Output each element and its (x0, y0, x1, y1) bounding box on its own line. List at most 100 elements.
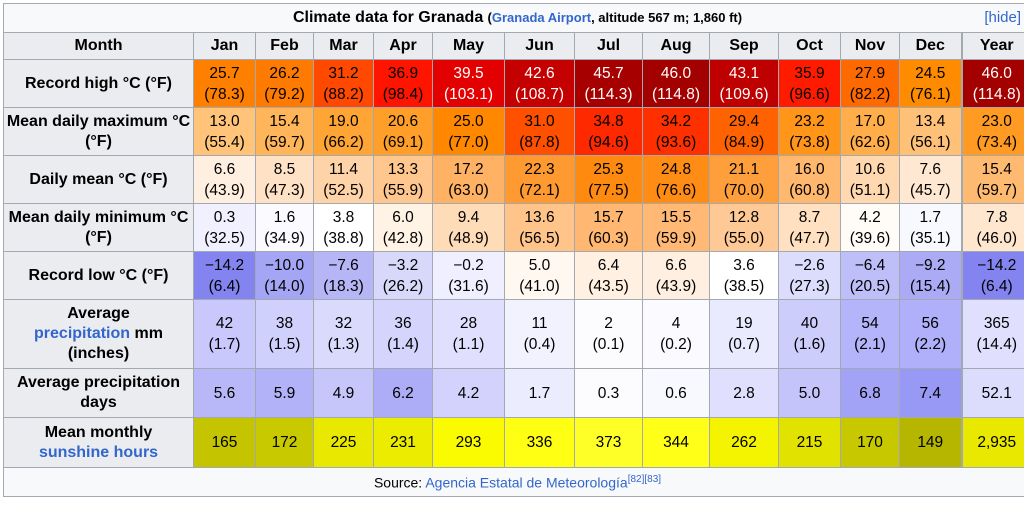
cell-secondary-value: (76.6) (655, 181, 697, 199)
cell-value: 46.0 (660, 64, 692, 82)
cell-secondary-value: (2.2) (914, 336, 947, 353)
cell-value: 17.2 (453, 160, 484, 178)
cell-secondary-value: (59.7) (264, 133, 305, 151)
data-cell: 225 (313, 417, 374, 468)
cell-value: 1.7 (919, 208, 942, 226)
cell-value: −9.2 (914, 256, 946, 274)
cell-secondary-value: (48.9) (448, 229, 489, 247)
data-cell: 26.2 (79.2) (255, 59, 314, 108)
data-cell: 28 (1.1) (432, 299, 505, 369)
cell-value: 0.3 (213, 208, 236, 226)
table-row: Record low °C (°F) −14.2 (6.4) −10.0 (14.0) −… (3, 251, 1024, 300)
data-cell: 40 (1.6) (778, 299, 841, 369)
cell-value: 5.6 (213, 384, 236, 402)
cell-value: 344 (663, 434, 689, 451)
cell-secondary-value: (0.2) (660, 336, 692, 353)
aemet-source-link[interactable]: Agencia Estatal de Meteorología (425, 474, 628, 491)
data-cell: 4 (0.2) (642, 299, 710, 369)
data-cell: 0.3 (32.5) (193, 203, 256, 252)
row-header-label: Mean daily maximum °C (°F) (6, 112, 191, 150)
cell-secondary-value: (1.6) (793, 336, 826, 353)
data-cell: 38 (1.5) (255, 299, 314, 369)
cell-value: 25.7 (209, 64, 240, 82)
reference-links[interactable]: [82][83] (627, 473, 662, 485)
cell-value: 29.4 (728, 112, 760, 130)
month-header-jun: Jun (504, 32, 575, 60)
cell-value: 4.2 (859, 208, 881, 226)
data-cell: 45.7 (114.3) (574, 59, 643, 108)
cell-secondary-value: (72.1) (519, 181, 560, 199)
data-cell: 2 (0.1) (574, 299, 643, 369)
data-cell: 24.5 (76.1) (899, 59, 962, 108)
data-cell: 0.6 (642, 368, 710, 418)
cell-secondary-value: (77.0) (448, 133, 489, 151)
data-cell: 20.6 (69.1) (373, 107, 433, 156)
cell-value: 28 (459, 315, 478, 332)
cell-secondary-value: (18.3) (323, 277, 364, 295)
data-cell: 11 (0.4) (504, 299, 575, 369)
cell-value: −14.2 (977, 256, 1017, 274)
data-cell: 52.1 (960, 368, 1024, 418)
cell-secondary-value: (32.5) (204, 229, 245, 247)
month-header-dec: Dec (899, 32, 962, 60)
hide-toggle-link[interactable]: [hide] (984, 9, 1022, 26)
cell-value: 56 (921, 315, 939, 332)
cell-secondary-value: (60.3) (588, 229, 629, 247)
cell-value: 4.9 (332, 384, 355, 402)
row-header-label: Record low °C (°F) (28, 266, 169, 284)
data-cell: 6.2 (373, 368, 433, 418)
cell-value: 8.5 (273, 160, 296, 178)
cell-secondary-value: (84.9) (723, 133, 765, 151)
cell-secondary-value: (6.4) (208, 277, 241, 295)
table-row: Average precipitation days 5.6 5.9 4.9 6.2 4.… (3, 368, 1024, 418)
data-cell: 1.6 (34.9) (255, 203, 314, 252)
month-header-year: Year (960, 32, 1024, 60)
data-cell: 46.0 (114.8) (960, 59, 1024, 108)
cell-value: 11.4 (328, 160, 359, 178)
cell-value: 36.9 (387, 64, 419, 82)
cell-value: 35.9 (794, 64, 825, 82)
cell-secondary-value: (1.3) (327, 336, 360, 353)
granada-airport-link[interactable]: Granada Airport (491, 10, 592, 25)
cell-value: 52.1 (981, 384, 1012, 402)
data-cell: 23.0 (73.4) (960, 107, 1024, 156)
row-header-unit: mm (inches) (67, 325, 163, 362)
cell-value: 149 (917, 434, 944, 451)
data-cell: 46.0 (114.8) (642, 59, 710, 108)
cell-secondary-value: (47.3) (264, 181, 305, 199)
cell-value: 36 (394, 315, 412, 332)
data-cell: 13.4 (56.1) (899, 107, 962, 156)
cell-value: 40 (800, 315, 819, 332)
cell-value: 34.8 (593, 112, 624, 130)
cell-value: 293 (455, 434, 482, 451)
month-header-apr: Apr (373, 32, 433, 60)
data-cell: −7.6 (18.3) (313, 251, 374, 300)
cell-secondary-value: (79.2) (264, 85, 305, 103)
cell-secondary-value: (27.3) (789, 277, 830, 295)
cell-secondary-value: (1.7) (208, 336, 241, 353)
table-row: Mean daily minimum °C (°F) 0.3 (32.5) 1.6 (3… (3, 203, 1024, 252)
data-cell: 34.8 (94.6) (574, 107, 643, 156)
row-header-link[interactable]: sunshine hours (38, 443, 159, 461)
cell-secondary-value: (55.4) (204, 133, 245, 151)
cell-secondary-value: (52.5) (323, 181, 364, 199)
data-cell: 13.6 (56.5) (504, 203, 575, 252)
cell-secondary-value: (43.5) (588, 277, 629, 295)
data-cell: 17.0 (62.6) (840, 107, 900, 156)
cell-secondary-value: (47.7) (789, 229, 830, 247)
data-cell: 34.2 (93.6) (642, 107, 710, 156)
data-cell: 3.8 (38.8) (313, 203, 374, 252)
source-prefix: Source: (373, 474, 426, 491)
cell-value: 8.7 (798, 208, 821, 226)
row-header-link[interactable]: precipitation (34, 325, 131, 342)
cell-secondary-value: (108.7) (514, 85, 565, 103)
cell-value: 19.0 (328, 112, 359, 130)
data-cell: 15.4 (59.7) (255, 107, 314, 156)
cell-value: 23.0 (981, 112, 1012, 130)
data-cell: −9.2 (15.4) (899, 251, 962, 300)
data-cell: 15.7 (60.3) (574, 203, 643, 252)
cell-secondary-value: (96.6) (789, 85, 830, 103)
data-cell: 21.1 (70.0) (709, 155, 779, 204)
cell-value: 39.5 (453, 64, 484, 82)
data-cell: 4.2 (39.6) (840, 203, 900, 252)
